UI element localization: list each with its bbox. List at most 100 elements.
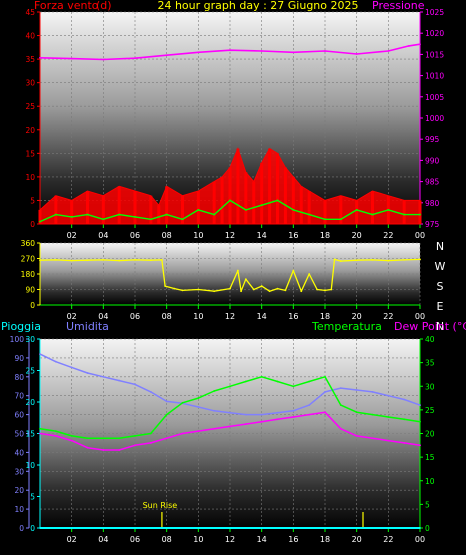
dewpoint-series-point [70,439,73,442]
wind-avg-series-point [165,213,168,216]
humidity-y-tick-label: 0 [19,524,24,533]
direction-xtick-label: 18 [320,312,330,321]
pressure-series-point [229,49,231,52]
humidity-series-point [355,389,358,391]
direction-xtick-label: 12 [225,312,235,321]
weather-plot-area [40,339,420,530]
direction-series-point [268,290,271,293]
direction-xtick-label: 16 [288,312,298,321]
wind-y-tick-label: 20 [25,126,35,135]
wind-gust-series-bar [283,167,287,224]
pressure-y-tick-label: 995 [425,135,440,144]
direction-series-point [300,290,303,293]
temperature-y-tick-label: 25 [425,406,435,415]
pressure-series-point [292,51,295,54]
weather-xtick-label: 04 [98,535,108,544]
wind-avg-series-point [86,213,89,216]
dewpoint-series-point [308,413,311,416]
pressure-y-tick-label: 990 [425,156,440,165]
pressure-series-point [260,50,263,52]
wind-gust-series-bar [54,195,58,224]
wind-xtick-label: 16 [288,231,298,240]
dewpoint-series-point [371,437,374,440]
temperature-series-point [165,413,168,416]
pressure-series-point [324,50,326,52]
direction-series-point [240,290,242,293]
compass-label: E [437,300,444,313]
direction-xtick-label: 22 [383,312,393,321]
pressure-series-point [408,45,410,47]
wind-gust-series-bar [371,191,374,224]
dewpoint-series-point [419,444,421,447]
page-title: 24 hour graph day : 27 Giugno 2025 [157,0,358,12]
direction-series-point [164,285,166,287]
weather-xtick-label: 08 [162,535,172,544]
dewpoint-series-point [213,427,216,430]
temperature-series-point [181,401,184,404]
wind-avg-series-point [102,218,105,221]
temperature-series-point [118,437,121,440]
temperature-series-point [308,380,311,383]
temperature-series-point [102,437,105,440]
wind-gust-series-bar [117,186,121,224]
wind-gust-series-bar [38,209,42,224]
direction-series-point [134,258,136,261]
pressure-series-point [387,50,390,52]
rain-y-tick-label: 15 [25,430,35,439]
dewpoint-series-point [229,425,231,428]
dewpoint-series-point [276,418,279,421]
humidity-series-point [213,409,216,412]
temperature-series-point [86,437,89,440]
dewpoint-series-point [197,430,200,433]
direction-y-tick-label: 360 [21,239,36,248]
direction-xtick-label: 08 [162,312,172,321]
wind-gust-series-bar [355,200,359,224]
temperature-y-tick-label: 5 [425,500,430,509]
humidity-series-point [54,360,57,363]
temperature-series-point [149,432,152,435]
direction-y-tick-label: 270 [21,255,36,264]
direction-series-point [284,289,287,292]
temperature-y-tick-label: 0 [425,524,430,533]
direction-series-point [39,259,41,262]
wind-gust-series-bar [291,176,295,224]
temperature-y-tick-label: 30 [425,382,435,391]
direction-xtick-label: 20 [352,312,362,321]
wind-xtick-label: 00 [415,231,425,240]
wind-y-tick-label: 45 [25,8,35,17]
wind-xtick-label: 18 [320,231,330,240]
direction-series-point [333,258,336,261]
humidity-series-point [387,394,390,397]
dewpoint-series-point [86,446,89,449]
temperature-series-point [324,375,326,378]
direction-series-point [387,259,390,262]
rain-y-tick-label: 5 [30,493,35,502]
humidity-series-point [70,366,73,369]
temperature-series-point [292,385,295,388]
pressure-series-point [70,57,73,60]
direction-series-point [149,259,152,262]
humidity-series-point [292,409,295,412]
wind-y-tick-label: 10 [25,173,35,182]
pressure-series-point [419,43,421,46]
direction-series-point [173,287,176,290]
humidity-y-tick-label: 30 [14,467,24,476]
pressure-y-tick-label: 1005 [425,93,444,102]
humidity-series-point [149,391,152,393]
wind-gust-series-bar [323,200,327,224]
direction-series-point [324,289,326,292]
dewpoint-series-point [339,427,342,430]
temperature-series-point [387,416,390,418]
direction-y-tick-label: 0 [30,301,35,310]
pressure-series-point [197,51,200,54]
direction-series-point [244,278,247,281]
temperature-series-point [403,418,406,421]
wind-xtick-label: 20 [352,231,362,240]
humidity-series-point [260,413,263,416]
wind-gust-series-bar [252,181,256,224]
wind-gust-series-bar [165,186,169,224]
direction-series-point [70,259,73,262]
direction-xtick-label: 00 [415,312,425,321]
wind-xtick-label: 12 [225,231,235,240]
